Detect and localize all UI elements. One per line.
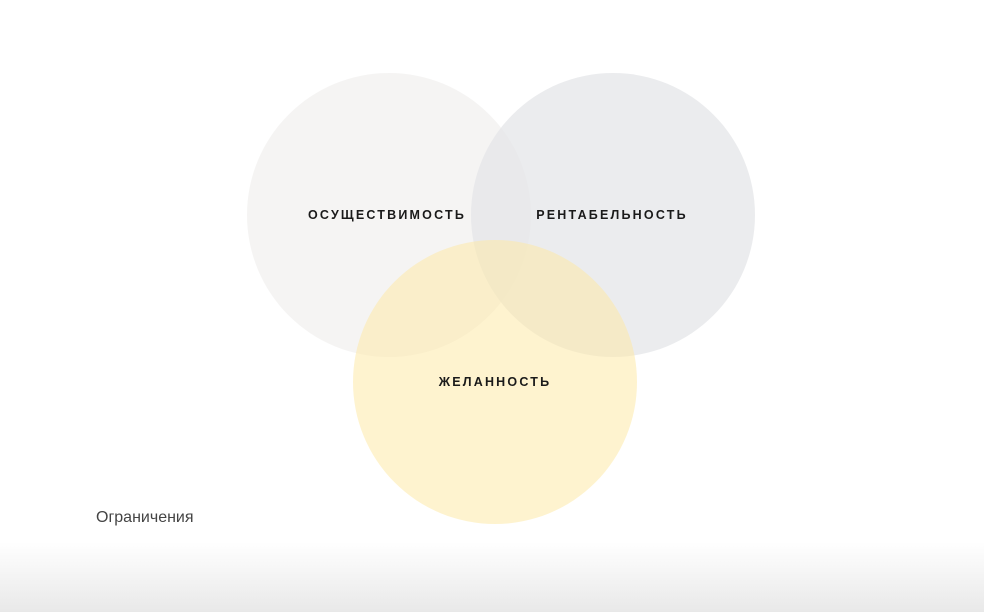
label-feasibility: ОСУЩЕСТВИМОСТЬ: [308, 208, 466, 222]
caption-constraints: Ограничения: [96, 509, 194, 526]
label-desirability: ЖЕЛАННОСТЬ: [438, 375, 552, 389]
bottom-fade: [0, 542, 984, 612]
label-viability: РЕНТАБЕЛЬНОСТЬ: [536, 208, 688, 222]
circle-desirability: [353, 240, 637, 524]
